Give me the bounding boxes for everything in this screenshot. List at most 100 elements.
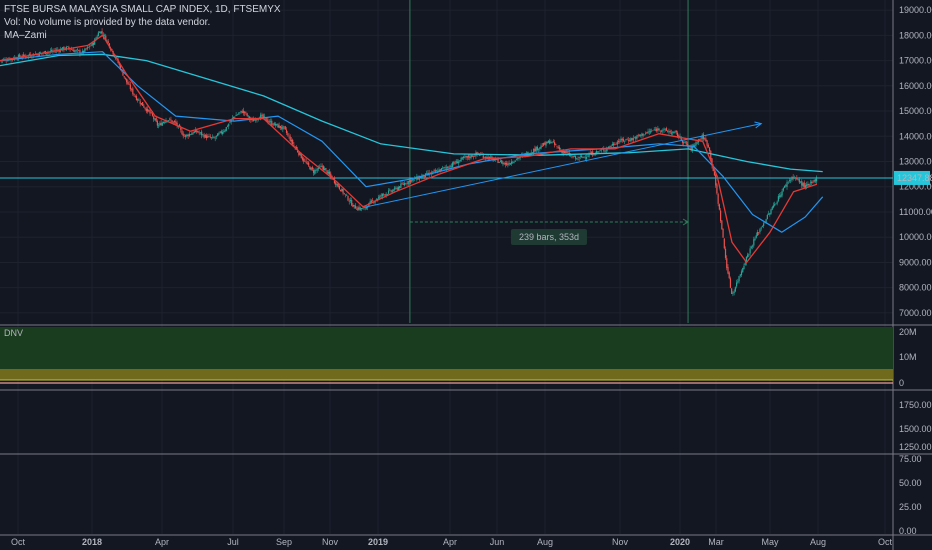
candle-body: [308, 162, 310, 166]
candle-body: [781, 191, 783, 196]
candle-body: [669, 130, 671, 133]
candle-body: [180, 127, 182, 130]
candle-body: [616, 141, 618, 145]
candle-body: [319, 166, 321, 168]
candle-body: [438, 169, 440, 172]
candle-body: [445, 167, 447, 169]
candle-body: [416, 176, 418, 180]
candle-body: [253, 119, 256, 121]
candle-body: [642, 133, 644, 136]
candle-body: [359, 207, 361, 210]
candle-body: [696, 142, 698, 144]
candle-body: [175, 121, 177, 124]
candle-body: [156, 121, 159, 126]
candle-body: [385, 193, 387, 196]
candle-body: [351, 200, 353, 206]
candle-body: [608, 146, 610, 149]
candle-body: [146, 108, 149, 112]
candle-body: [100, 31, 102, 34]
candle-body: [46, 53, 48, 55]
candle-body: [91, 42, 93, 46]
candle-body: [174, 121, 176, 123]
pane4-tick-label: 75.00: [899, 454, 922, 464]
candle-body: [702, 134, 704, 140]
candle-body: [471, 155, 473, 158]
candle-body: [506, 162, 508, 165]
candle-body: [605, 148, 607, 152]
candle-body: [705, 138, 707, 142]
candle-body: [551, 141, 553, 143]
candle-body: [542, 143, 545, 146]
candle-body: [738, 276, 740, 282]
candle-body: [785, 185, 787, 187]
candle-body: [242, 110, 245, 113]
candle-body: [268, 121, 270, 123]
candle-body: [293, 144, 295, 146]
candle-body: [582, 156, 584, 158]
candle-body: [676, 132, 679, 137]
candle-body: [486, 156, 488, 159]
candle-body: [447, 166, 449, 168]
candle-body: [71, 50, 74, 51]
candle-body: [78, 50, 80, 51]
candle-body: [342, 189, 344, 194]
candle-body: [632, 138, 634, 141]
candle-body: [443, 167, 445, 169]
candle-body: [246, 113, 248, 116]
price-tick-label: 9000.00: [899, 257, 932, 267]
candle-body: [19, 54, 21, 58]
candle-body: [236, 114, 238, 116]
candle-body: [461, 157, 463, 159]
candle-body: [378, 196, 380, 199]
dnv-tick-label: 0: [899, 378, 904, 388]
candle-body: [277, 123, 279, 128]
candle-body: [774, 204, 776, 206]
candle-body: [812, 181, 814, 183]
candle-body: [747, 254, 749, 258]
candle-body: [665, 128, 668, 131]
candle-body: [410, 180, 412, 183]
candle-body: [485, 156, 487, 159]
candle-body: [210, 137, 213, 138]
candle-body: [488, 156, 491, 159]
candle-body: [139, 101, 141, 104]
candle-body: [309, 166, 311, 170]
candle-body: [360, 208, 363, 210]
candle-body: [94, 39, 96, 45]
candle-body: [400, 183, 402, 188]
candle-body: [105, 35, 107, 41]
candle-body: [411, 179, 413, 182]
candle-body: [273, 122, 275, 126]
candle-body: [272, 124, 274, 126]
pane3-tick-label: 1250.00: [899, 442, 932, 452]
candle-body: [630, 138, 632, 142]
candle-body: [201, 131, 203, 136]
candle-body: [538, 148, 540, 150]
pane4-tick-label: 50.00: [899, 478, 922, 488]
candle-body: [97, 32, 99, 37]
price-tick-label: 11000.00: [899, 207, 932, 217]
candle-body: [328, 171, 331, 175]
candle-body: [330, 173, 332, 177]
candle-body: [133, 93, 135, 96]
candle-body: [723, 238, 725, 249]
candle-body: [796, 177, 798, 180]
candle-body: [731, 288, 733, 294]
candle-body: [801, 180, 803, 186]
candle-body: [550, 142, 552, 144]
candle-body: [513, 162, 515, 163]
candle-body: [667, 130, 669, 132]
candle-body: [202, 134, 204, 135]
candle-body: [442, 167, 444, 169]
time-tick-label: 2020: [670, 537, 690, 547]
candle-body: [695, 141, 697, 146]
candle-body: [536, 147, 538, 151]
candle-body: [135, 96, 138, 100]
candle-body: [69, 49, 71, 51]
candle-body: [584, 157, 586, 159]
candle-body: [327, 171, 329, 174]
time-tick-label: Jul: [227, 537, 239, 547]
trendline-arrow: [365, 123, 762, 208]
indicator-label[interactable]: MA–Zami: [4, 30, 47, 41]
